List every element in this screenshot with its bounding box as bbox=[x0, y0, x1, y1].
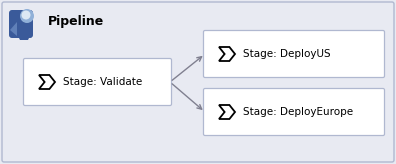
FancyBboxPatch shape bbox=[9, 10, 33, 38]
Text: Stage: DeployUS: Stage: DeployUS bbox=[243, 49, 331, 59]
FancyBboxPatch shape bbox=[2, 2, 394, 162]
Text: Pipeline: Pipeline bbox=[48, 16, 104, 29]
Text: Stage: DeployEurope: Stage: DeployEurope bbox=[243, 107, 353, 117]
Ellipse shape bbox=[20, 9, 34, 23]
Polygon shape bbox=[10, 22, 17, 36]
FancyBboxPatch shape bbox=[204, 31, 385, 78]
Circle shape bbox=[21, 10, 30, 20]
FancyBboxPatch shape bbox=[204, 89, 385, 135]
FancyBboxPatch shape bbox=[23, 59, 171, 105]
Polygon shape bbox=[18, 32, 30, 40]
Text: Stage: Validate: Stage: Validate bbox=[63, 77, 142, 87]
